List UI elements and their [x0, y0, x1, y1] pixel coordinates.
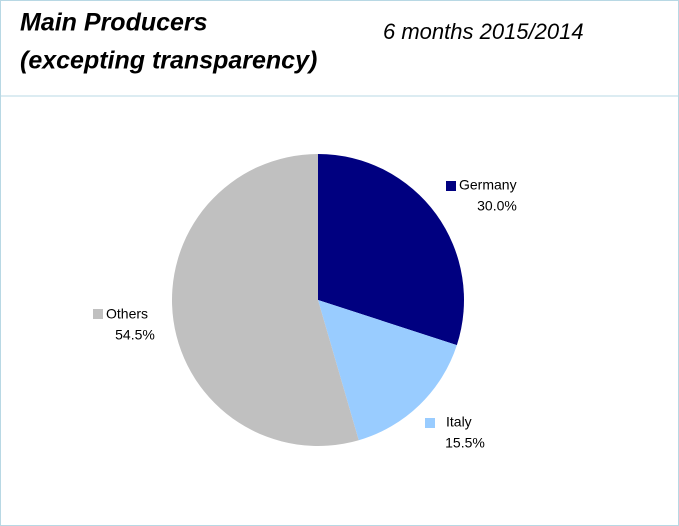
- chart-title: (excepting transparency): [20, 47, 317, 75]
- value-label: 54.5%: [115, 327, 155, 343]
- chart-title: Main Producers: [20, 9, 208, 37]
- value-label: 30.0%: [477, 198, 517, 214]
- value-label: 15.5%: [445, 435, 485, 451]
- legend-swatch: [446, 181, 456, 191]
- slice-label: Italy: [446, 414, 472, 430]
- slice-label: Germany: [459, 177, 517, 193]
- pie-slice: [172, 154, 359, 446]
- pie-slice: [318, 154, 464, 346]
- legend-swatch: [93, 309, 103, 319]
- chart-subtitle: 6 months 2015/2014: [383, 19, 584, 44]
- pie-slice: [318, 300, 457, 441]
- legend-swatch: [425, 418, 435, 428]
- slice-label: Others: [106, 306, 148, 322]
